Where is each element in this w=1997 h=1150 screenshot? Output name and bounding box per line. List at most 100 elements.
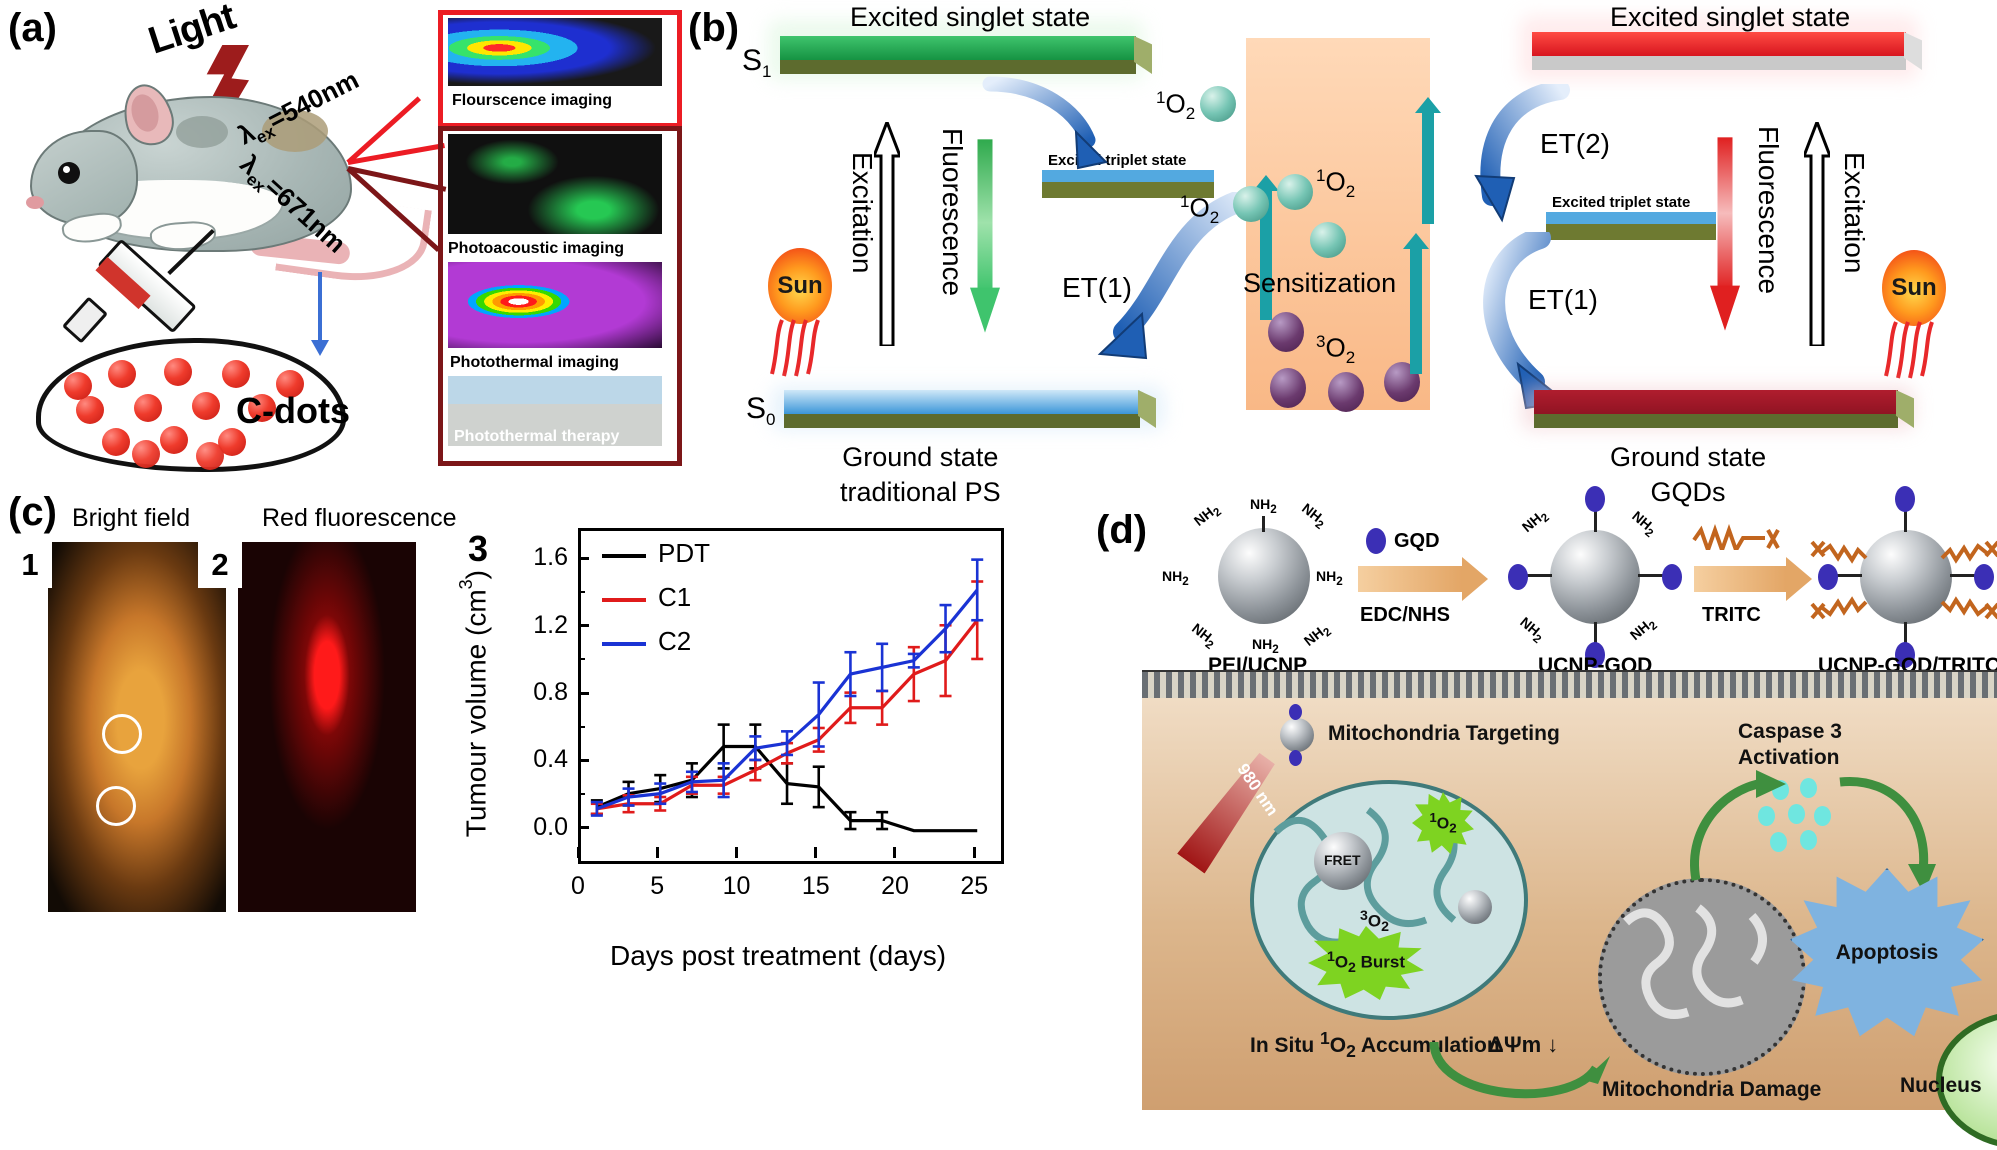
chart-ytick: 0.4: [533, 745, 568, 774]
excitation-arrow-left-icon: [874, 122, 900, 346]
sensitization-label: Sensitization: [1243, 268, 1397, 298]
red-fluorescence-image: [238, 542, 416, 912]
chart-xtick: 10: [722, 872, 751, 900]
panel-d: (d) NH2 NH2 NH2 NH2 NH2 NH2 NH2 NH2 PEI/…: [1090, 480, 1997, 1150]
mouse-nose: [26, 196, 44, 209]
chart-xtick: 25: [960, 872, 989, 900]
chart-ytick: 0.0: [533, 812, 568, 841]
et2-right-label: ET(2): [1540, 128, 1610, 159]
c-dots-label: C-dots: [236, 390, 350, 431]
s1-left-label: S1: [742, 44, 772, 81]
chart-ytick-mark: [578, 624, 589, 628]
s0-left-label: S0: [746, 392, 776, 429]
chart-ytick: 1.6: [533, 543, 568, 572]
singlet-o2-ball-4: [1233, 186, 1269, 222]
gqd-label: GQD: [1394, 530, 1440, 552]
nh2-label-a1: NH2: [1250, 496, 1277, 516]
s0-left-slab: [784, 390, 1156, 428]
photothermal-caption: Photothermal imaging: [450, 354, 619, 371]
s1-right-slab: [1532, 32, 1922, 70]
tritc-arms-icon: [1810, 540, 1997, 620]
fluorescence-arrow-right-icon: [1710, 137, 1740, 331]
edc-nhs-label: EDC/NHS: [1360, 604, 1451, 626]
tritc-squiggle-icon: [1692, 524, 1780, 550]
sensitization-arrow-left-icon: [1253, 175, 1279, 320]
mitochondria-damage-label: Mitochondria Damage: [1602, 1078, 1822, 1101]
triplet-left-edge: [1042, 182, 1214, 198]
sun-rays-right-icon: [1884, 321, 1934, 379]
et1-left-label: ET(1): [1062, 272, 1132, 303]
nh2-label-a5: NH2: [1316, 568, 1343, 588]
triplet-o2-label: 3O2: [1316, 332, 1356, 367]
mouse-patch-tan: [262, 110, 328, 152]
bright-field-marker-2: [96, 786, 136, 826]
singlet-o2-label-1: 1O2: [1156, 88, 1196, 123]
chart-x-axis-label: Days post treatment (days): [610, 940, 947, 971]
caspase-arrow-left-icon: [1690, 770, 1786, 881]
chart-xtick-mark: [972, 847, 976, 858]
nh2-label-a8: NH2: [1252, 636, 1279, 656]
legend-swatch-PDT: [602, 554, 646, 558]
singlet-o2-label-2: 1O2: [1316, 166, 1356, 201]
chart-xtick-mark: [734, 847, 738, 858]
chart-ytick-mark: [578, 758, 589, 762]
et1-left-arrow-icon: [1097, 192, 1261, 360]
nh2-label-a7: NH2: [1300, 623, 1334, 649]
nucleus-label: Nucleus: [1900, 1074, 1982, 1097]
triplet-right-edge: [1546, 224, 1716, 240]
nanoparticle-ucnp-gqd-tritc: [1860, 530, 1952, 624]
fluorescence-caption: Flourscence imaging: [452, 92, 613, 109]
panel-b-label: (b): [688, 6, 740, 50]
chart-xtick: 15: [801, 872, 830, 900]
syringe-cap: [61, 296, 109, 344]
s0-right-slab: [1534, 390, 1914, 428]
red-fluorescence-caption: Red fluorescence: [262, 504, 457, 532]
photothermal-therapy-caption: Photothermal therapy: [454, 428, 620, 445]
chart-ytick-mark: [578, 826, 589, 830]
excitation-arrow-right-icon: [1804, 122, 1830, 346]
chart-xtick-mark: [814, 847, 818, 858]
fluorescence-image: [448, 18, 662, 86]
mouse-eye: [58, 162, 80, 184]
chart-xtick-mark: [655, 847, 659, 858]
fluorescence-right-label: Fluorescence: [1753, 126, 1784, 295]
tritc-label: TRITC: [1702, 604, 1761, 626]
gqd-dot-right: [1662, 564, 1682, 590]
caspase3-line1: Caspase 3: [1738, 720, 1842, 743]
nh2-label-b4: NH2: [1626, 617, 1660, 644]
chart-xtick: 5: [650, 872, 665, 900]
gqd-dot-bottom-2: [1895, 642, 1915, 668]
legend-label-C2: C2: [658, 626, 692, 656]
targeting-nanoparticle-icon: [1280, 718, 1314, 752]
fluorescence-left-label: Fluorescence: [937, 128, 968, 297]
mouse-head: [30, 130, 138, 226]
et2-right-arrow-icon: [1474, 84, 1570, 223]
chart-y-axis-label: Tumour volume (cm3): [456, 570, 492, 838]
multimodal-frame: [438, 126, 682, 466]
image-tag-3: 3: [468, 528, 489, 569]
ground-state-left-label: Ground state traditional PS: [840, 442, 1001, 507]
et1-right-label: ET(1): [1528, 284, 1598, 315]
gqd-legend-dot: [1366, 528, 1386, 554]
photothermal-therapy-image: [448, 376, 662, 446]
gqd-dot-left-2: [1818, 564, 1838, 590]
nh2-label-a6: NH2: [1189, 619, 1216, 652]
panel-d-label: (d): [1096, 508, 1148, 552]
excited-singlet-left-title: Excited singlet state: [850, 2, 1091, 32]
image-tag-2: 2: [198, 542, 242, 588]
photoacoustic-image: [448, 134, 662, 234]
chart-ytick-minor: [578, 793, 585, 796]
sun-rays-left-icon: [770, 319, 820, 377]
fluorescence-frame: [438, 10, 682, 128]
fret-label: FRET: [1324, 852, 1361, 868]
nh2-label-a4: NH2: [1162, 568, 1189, 588]
singlet-o2-ball-2: [1277, 174, 1313, 210]
panel-c-label: (c): [8, 490, 57, 534]
excited-triplet-right-label: Excited triplet state: [1552, 194, 1691, 211]
chart-ytick-minor: [578, 590, 585, 593]
excitation-left-label: Excitation: [847, 152, 878, 274]
ground-state-right-label: Ground state GQDs: [1610, 442, 1767, 507]
chart-plot-area: [578, 528, 1004, 864]
chart-ytick: 0.8: [533, 678, 568, 706]
nh2-label-a2: NH2: [1190, 503, 1224, 529]
